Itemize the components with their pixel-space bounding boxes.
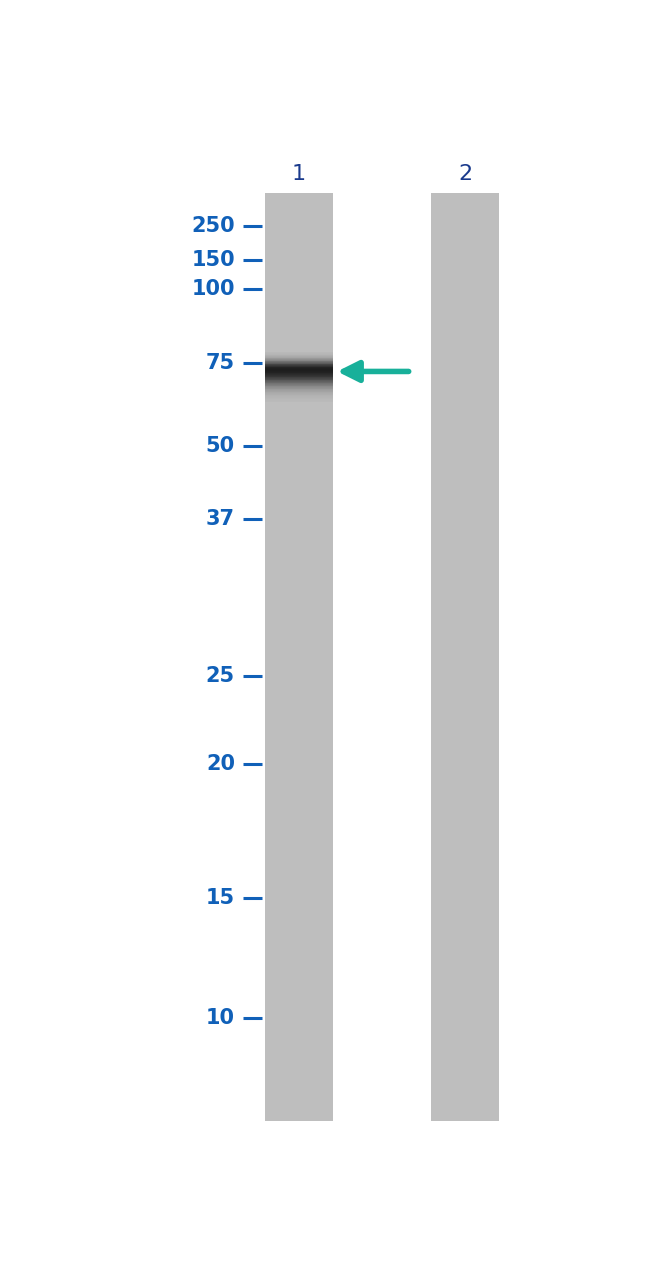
Text: 1: 1 — [292, 164, 306, 184]
Text: 20: 20 — [206, 753, 235, 773]
Text: 25: 25 — [206, 665, 235, 686]
Bar — [265, 193, 333, 1120]
Text: 15: 15 — [206, 888, 235, 908]
Text: 2: 2 — [458, 164, 472, 184]
Text: 100: 100 — [191, 279, 235, 300]
Bar — [432, 193, 499, 1120]
Text: 10: 10 — [206, 1008, 235, 1027]
Text: 75: 75 — [206, 353, 235, 372]
Text: 50: 50 — [206, 436, 235, 456]
Text: 150: 150 — [191, 250, 235, 271]
Text: 37: 37 — [206, 509, 235, 530]
Text: 250: 250 — [191, 216, 235, 236]
